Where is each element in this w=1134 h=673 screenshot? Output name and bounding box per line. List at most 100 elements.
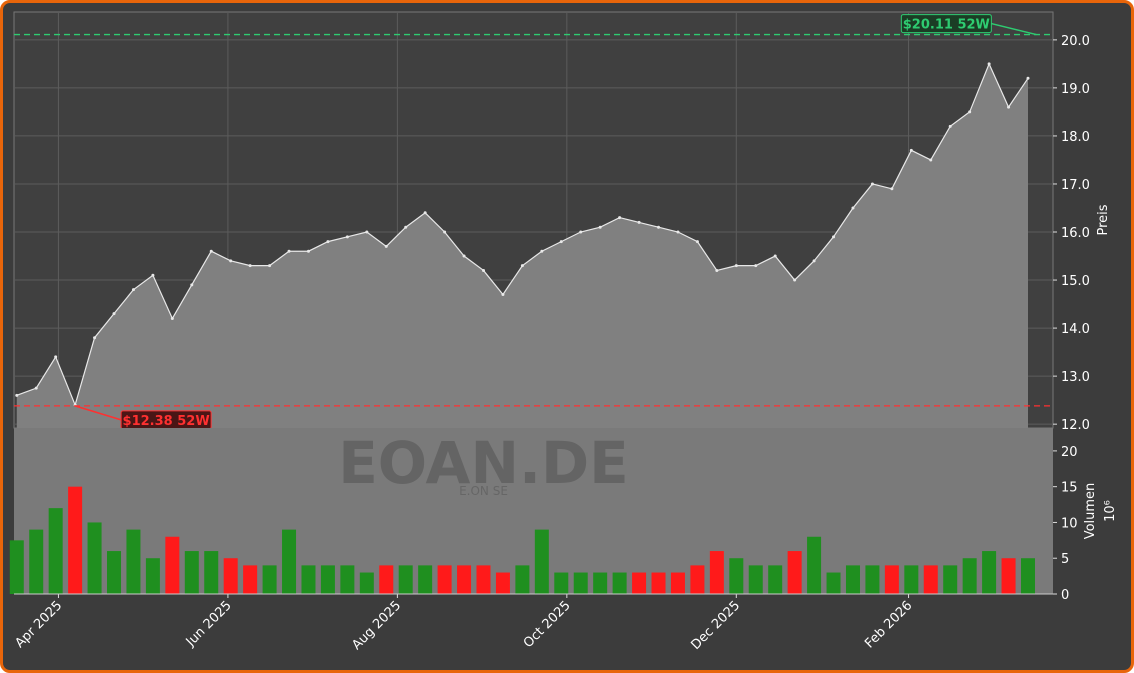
price-point	[404, 225, 408, 229]
volume-bar	[359, 572, 374, 594]
price-point	[1007, 105, 1011, 109]
price-point	[909, 148, 913, 152]
price-point	[540, 249, 544, 253]
price-area	[16, 63, 1028, 428]
annotation-arrow	[74, 405, 122, 421]
volume-bar	[457, 565, 472, 594]
volume-bar	[865, 565, 880, 594]
y-tick-label: 14.0	[1061, 322, 1090, 337]
price-point	[987, 62, 991, 66]
price-point	[793, 278, 797, 282]
volume-bar	[340, 565, 355, 594]
volume-bar	[982, 551, 997, 594]
y-axis-label: Volumen	[1083, 483, 1098, 540]
volume-bar	[826, 572, 841, 594]
price-point	[462, 254, 466, 258]
price-point	[890, 187, 894, 191]
x-tick-label: Oct 2025	[521, 598, 574, 651]
price-point	[170, 316, 174, 320]
volume-bar	[204, 551, 219, 594]
volume-bar	[68, 486, 83, 594]
volume-bar	[709, 551, 724, 594]
volume-bar	[48, 508, 63, 594]
annotation-label: $12.38 52W	[123, 414, 210, 429]
y-tick-label: 20.0	[1061, 34, 1090, 49]
price-point	[598, 225, 602, 229]
volume-bar	[145, 558, 160, 594]
volume-bar	[223, 558, 238, 594]
volume-bar	[612, 572, 627, 594]
volume-bar	[282, 529, 297, 594]
price-point	[384, 244, 388, 248]
price-point	[131, 288, 135, 292]
volume-bar	[126, 529, 141, 594]
volume-bar	[320, 565, 335, 594]
price-point	[443, 230, 447, 234]
price-point	[734, 264, 738, 268]
y-tick-label: 19.0	[1061, 82, 1090, 97]
y-tick-label: 16.0	[1061, 226, 1090, 241]
y-axis-label: Preis	[1096, 204, 1111, 235]
volume-bar	[262, 565, 277, 594]
price-point	[306, 249, 310, 253]
price-point	[695, 240, 699, 244]
price-point	[676, 230, 680, 234]
x-tick-label: Feb 2026	[862, 598, 915, 651]
volume-bar	[534, 529, 549, 594]
volume-bar	[554, 572, 569, 594]
price-point	[248, 264, 252, 268]
price-point	[481, 268, 485, 272]
price-point	[209, 249, 213, 253]
y-tick-label: 5	[1061, 552, 1069, 567]
y-tick-label: 15	[1061, 481, 1078, 496]
price-point	[15, 393, 19, 397]
x-tick-label: Jun 2025	[183, 598, 235, 650]
volume-bar	[243, 565, 258, 594]
price-point	[870, 182, 874, 186]
volume-bar	[398, 565, 413, 594]
y-tick-label: 0	[1061, 588, 1069, 603]
price-point	[365, 230, 369, 234]
x-tick-label: Apr 2025	[12, 598, 65, 651]
volume-bar	[807, 536, 822, 594]
watermark: EOAN.DE	[338, 429, 629, 497]
y-tick-label: 10	[1061, 516, 1078, 531]
volume-bar	[495, 572, 510, 594]
price-point	[287, 249, 291, 253]
price-point	[812, 259, 816, 263]
volume-bar	[748, 565, 763, 594]
price-point	[1026, 76, 1030, 80]
annotation-label: $20.11 52W	[903, 18, 990, 33]
price-point	[151, 273, 155, 277]
price-point	[637, 220, 641, 224]
price-point	[657, 225, 661, 229]
price-point	[268, 264, 272, 268]
chart: 12.013.014.015.016.017.018.019.020.0fore…	[9, 11, 1118, 653]
volume-bar	[1020, 558, 1035, 594]
y-tick-label: 13.0	[1061, 370, 1090, 385]
volume-bar	[845, 565, 860, 594]
price-point	[520, 264, 524, 268]
volume-bar	[729, 558, 744, 594]
volume-bar	[768, 565, 783, 594]
volume-bar	[301, 565, 316, 594]
price-point	[968, 110, 972, 114]
watermark-subtitle: E.ON SE	[459, 484, 508, 498]
x-tick-label: Aug 2025	[349, 598, 404, 653]
volume-bar	[923, 565, 938, 594]
volume-bar	[107, 551, 122, 594]
volume-bar	[29, 529, 44, 594]
price-point	[715, 268, 719, 272]
price-point	[93, 336, 97, 340]
volume-bar	[632, 572, 647, 594]
volume-bar	[690, 565, 705, 594]
price-point	[501, 292, 505, 296]
price-point	[754, 264, 758, 268]
price-point	[34, 386, 38, 390]
price-point	[851, 206, 855, 210]
volume-bar	[476, 565, 491, 594]
y-tick-label: 12.0	[1061, 418, 1090, 433]
y-axis-exponent: 10⁶	[1103, 500, 1118, 522]
price-point	[112, 312, 116, 316]
volume-bar	[884, 565, 899, 594]
